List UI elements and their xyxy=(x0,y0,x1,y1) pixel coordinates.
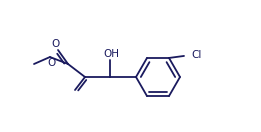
Text: Cl: Cl xyxy=(191,50,201,60)
Text: OH: OH xyxy=(103,49,119,59)
Text: O: O xyxy=(52,39,60,49)
Text: O: O xyxy=(47,58,55,68)
